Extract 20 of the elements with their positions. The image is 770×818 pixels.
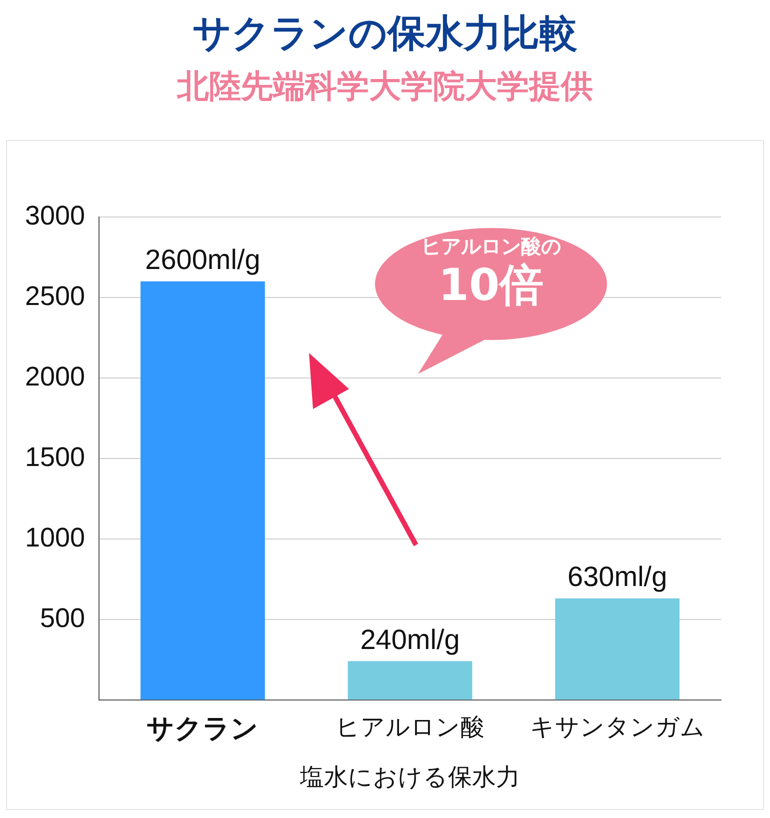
- annotation: 10倍: [437, 260, 545, 312]
- bar: [348, 661, 472, 700]
- y-tick-label: 2500: [24, 280, 86, 311]
- bar: [140, 281, 265, 700]
- annotation: ヒアルロン酸の: [420, 233, 562, 260]
- x-tick-label: ヒアルロン酸: [336, 714, 485, 741]
- y-tick-label: 2000: [24, 361, 86, 392]
- data-label: 630ml/g: [568, 561, 668, 592]
- data-label: 240ml/g: [360, 624, 460, 655]
- x-tick-label: サクラン: [146, 713, 259, 744]
- y-tick-label: 3000: [24, 200, 86, 230]
- data-label: 2600ml/g: [145, 244, 260, 276]
- y-tick-label: 1500: [24, 442, 86, 472]
- x-tick-label: キサンタンガム: [530, 714, 705, 741]
- x-axis-title: 塩水における保水力: [299, 764, 520, 792]
- y-tick-label: 500: [40, 602, 86, 633]
- chart-title: サクランの保水力比較: [192, 10, 578, 57]
- y-tick-label: 1000: [24, 522, 86, 552]
- chart-subtitle: 北陸先端科学大学院大学提供: [176, 66, 594, 107]
- bar: [555, 598, 680, 700]
